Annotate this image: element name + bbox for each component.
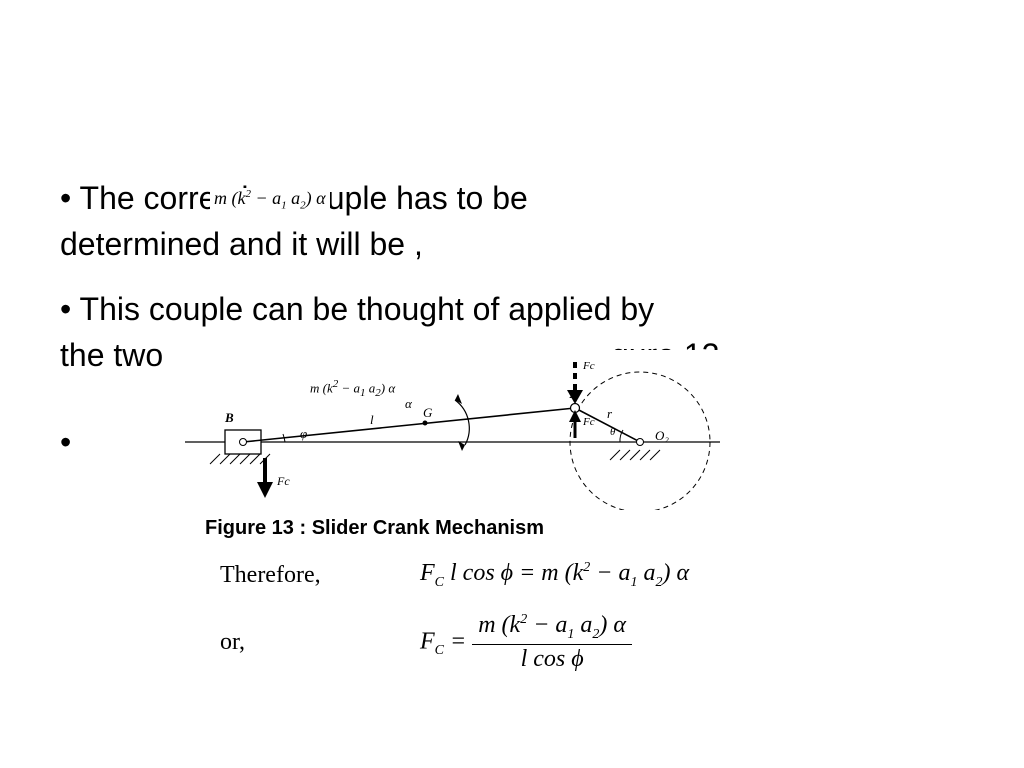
- formula-prefix: m (k: [214, 188, 245, 208]
- formula-mid: − a: [251, 188, 281, 208]
- label-B: B: [225, 410, 234, 426]
- bullet-2-line-1: • This couple can be thought of applied …: [60, 286, 960, 332]
- label-Fc-bot: Fc: [277, 474, 290, 489]
- label-phi: φ: [300, 426, 307, 442]
- formula-sp: a: [287, 188, 301, 208]
- label-Fc-top: Fc: [583, 360, 595, 372]
- eq1-F: F: [420, 560, 435, 586]
- df-pre: m (k: [310, 380, 333, 395]
- label-l: l: [370, 412, 374, 428]
- eq2n-mid: − a: [527, 612, 567, 638]
- equation-row-1: Therefore, FC l cos ϕ = m (k2 − a1 a2) α: [220, 560, 820, 591]
- eq2-body: FC = m (k2 − a1 a2) α l cos ϕ: [420, 613, 632, 673]
- eq2n-tail: ) α: [599, 612, 626, 638]
- eq2-denominator: l cos ϕ: [472, 645, 632, 672]
- eq1-body: FC l cos ϕ = m (k2 − a1 a2) α: [420, 560, 689, 591]
- eq1-sp: a: [637, 560, 655, 586]
- eq1-m2: − a: [590, 560, 630, 586]
- bullet-1-line-1: • The correction couple has to be: [60, 175, 960, 221]
- equations-block: Therefore, FC l cos ϕ = m (k2 − a1 a2) α…: [220, 560, 820, 694]
- inline-formula-overlay: m (k2 − a1 a2) α: [210, 188, 330, 212]
- label-theta: θ: [610, 426, 615, 438]
- df-sp: a: [366, 380, 376, 395]
- eq2-numerator: m (k2 − a1 a2) α: [472, 613, 632, 645]
- diagram-svg: [165, 350, 725, 510]
- label-r: r: [607, 406, 612, 422]
- eq2-fraction: m (k2 − a1 a2) α l cos ϕ: [472, 613, 632, 673]
- figure-caption: Figure 13 : Slider Crank Mechanism: [205, 517, 544, 540]
- eq2-F: F: [420, 628, 435, 654]
- slider-crank-diagram: m (k2 − a1 a2) α B A G l r α φ θ O₂ Fc F…: [165, 350, 725, 510]
- eq2-Fc-sub: C: [435, 643, 444, 658]
- eq2-lead: or,: [220, 629, 420, 656]
- label-alpha: α: [405, 396, 412, 412]
- bullet-1-line-2: determined and it will be ,: [60, 221, 960, 267]
- eq2n-sp: a: [574, 612, 592, 638]
- eq1-lead: Therefore,: [220, 562, 420, 589]
- label-G: G: [423, 405, 432, 421]
- df-mid: − a: [338, 380, 360, 395]
- df-tail: ) α: [381, 380, 395, 395]
- label-A: A: [570, 386, 579, 402]
- label-Fc-mid: Fc: [583, 416, 595, 428]
- eq1-mid: l cos ϕ = m (k: [444, 560, 583, 586]
- bullet-2-frag-left: the two: [60, 337, 163, 373]
- formula-tail: ) α: [306, 188, 326, 208]
- label-O2: O₂: [655, 428, 669, 444]
- diagram-formula: m (k2 − a1 a2) α: [310, 378, 395, 399]
- eq2n-pre: m (k: [478, 612, 520, 638]
- equation-row-2: or, FC = m (k2 − a1 a2) α l cos ϕ: [220, 613, 820, 673]
- eq2-eq: =: [444, 628, 472, 654]
- eq1-Fc-sub: C: [435, 575, 444, 590]
- eq1-tail: ) α: [662, 560, 689, 586]
